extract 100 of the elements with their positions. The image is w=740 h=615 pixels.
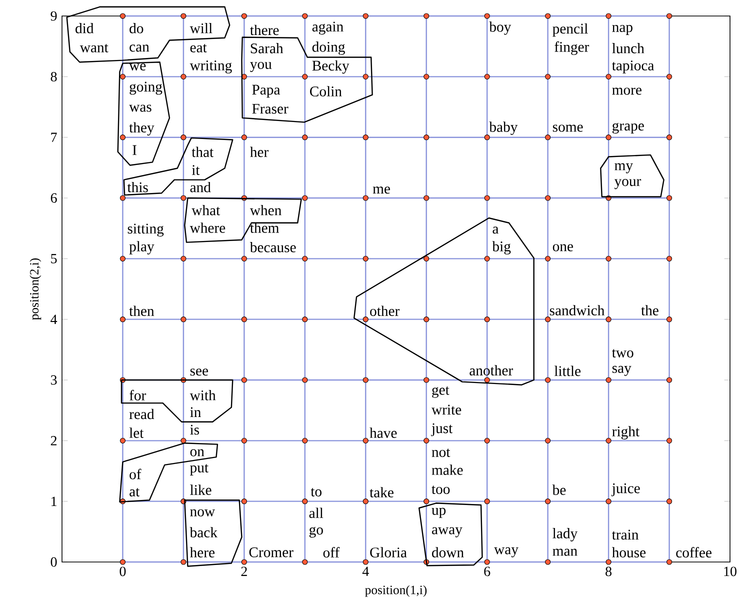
- annotation: like: [190, 484, 212, 495]
- annotation: another: [470, 365, 513, 376]
- y-tick-label: 5: [51, 254, 57, 264]
- annotation: have: [370, 428, 397, 438]
- annotation: now: [190, 509, 215, 516]
- annotation: too: [432, 486, 450, 494]
- annotation: coffee: [676, 547, 712, 558]
- annotation: grape: [612, 122, 644, 134]
- x-tick-label: 6: [484, 566, 490, 576]
- x-tick-label: 10: [724, 566, 736, 576]
- annotation: it: [192, 165, 200, 176]
- annotation: was: [129, 104, 152, 112]
- x-tick-label: 8: [606, 566, 612, 576]
- annotation: then: [129, 306, 154, 316]
- annotation: boy: [489, 21, 512, 35]
- annotation: going: [130, 82, 162, 95]
- annotation: Becky: [312, 60, 350, 74]
- annotation: big: [492, 241, 511, 254]
- annotation: of: [130, 468, 142, 480]
- annotation: where: [190, 222, 226, 233]
- annotation: lunch: [612, 43, 644, 54]
- y-tick-label: 9: [50, 11, 57, 21]
- annotation: other: [370, 306, 400, 316]
- annotation: little: [554, 366, 581, 376]
- annotation: baby: [489, 122, 518, 135]
- annotation: me: [372, 186, 390, 194]
- annotation: that: [192, 146, 214, 158]
- annotation: right: [612, 426, 640, 440]
- annotation: pencil: [552, 23, 588, 37]
- annotation: want: [80, 44, 108, 52]
- annotation: all: [309, 508, 324, 518]
- annotation: there: [250, 24, 279, 36]
- y-tick-label: 3: [50, 375, 57, 385]
- annotation: when: [250, 204, 282, 216]
- y-tick-label: 0: [50, 557, 57, 567]
- annotation: down: [432, 547, 464, 558]
- annotation: write: [432, 404, 462, 415]
- y-tick-label: 6: [50, 193, 57, 203]
- annotation: see: [190, 368, 208, 376]
- annotation: man: [552, 548, 578, 556]
- annotation: sitting: [128, 224, 164, 237]
- annotation: more: [612, 88, 642, 95]
- annotation: because: [250, 242, 296, 252]
- annotation: let: [129, 428, 144, 438]
- annotation: them: [250, 222, 280, 233]
- annotation: up: [432, 508, 446, 518]
- annotation: eat: [190, 44, 207, 52]
- annotation: did: [76, 23, 94, 34]
- annotation: train: [612, 530, 639, 540]
- annotation: get: [432, 386, 450, 398]
- annotation: to: [310, 488, 322, 496]
- annotation: away: [432, 527, 462, 538]
- annotation: do: [130, 23, 144, 34]
- annotation: read: [129, 408, 154, 420]
- y-tick-label: 7: [51, 132, 57, 142]
- annotation: say: [612, 366, 632, 376]
- annotation: Gloria: [370, 547, 407, 558]
- annotation: they: [129, 122, 154, 136]
- y-tick-label: 1: [52, 496, 56, 506]
- x-tick-label: 2: [241, 566, 247, 576]
- y-tick-label: 8: [50, 72, 57, 82]
- annotation: be: [552, 484, 566, 495]
- annotation: her: [250, 146, 269, 158]
- annotation: can: [130, 44, 150, 52]
- annotation: make: [432, 464, 463, 475]
- annotation: some: [552, 124, 583, 132]
- annotation: two: [612, 349, 634, 358]
- annotation: not: [432, 448, 450, 458]
- annotation: my: [614, 163, 633, 174]
- annotation: Fraser: [252, 104, 288, 114]
- annotation: play: [129, 241, 154, 254]
- annotation: put: [190, 464, 208, 476]
- annotation: in: [190, 407, 201, 418]
- annotation: your: [614, 179, 642, 190]
- annotation: and: [190, 182, 211, 192]
- annotation: take: [370, 487, 394, 498]
- annotation: back: [190, 527, 218, 538]
- annotation: a: [492, 226, 499, 234]
- annotation: off: [323, 547, 340, 558]
- annotation: finger: [554, 41, 590, 55]
- annotation: you: [250, 62, 272, 72]
- y-tick-label: 4: [50, 314, 58, 324]
- x-axis-title: position(1,i): [365, 585, 427, 597]
- annotation: at: [130, 488, 140, 496]
- annotation: tapioca: [612, 60, 654, 74]
- annotation: here: [190, 547, 215, 558]
- annotation: again: [312, 22, 344, 35]
- annotation: is: [190, 424, 200, 435]
- annotation: will: [190, 23, 212, 34]
- annotation: sandwich: [550, 305, 604, 316]
- annotation: this: [127, 182, 148, 192]
- annotation: nap: [612, 24, 632, 35]
- annotation: writing: [190, 60, 232, 74]
- x-tick-label: 0: [120, 566, 126, 576]
- y-tick-label: 2: [50, 436, 57, 446]
- annotation: one: [552, 244, 574, 252]
- annotation: I: [132, 145, 136, 155]
- annotation: on: [190, 449, 204, 456]
- y-axis-title: position(2,i): [30, 258, 42, 320]
- x-tick-label: 4: [362, 566, 369, 576]
